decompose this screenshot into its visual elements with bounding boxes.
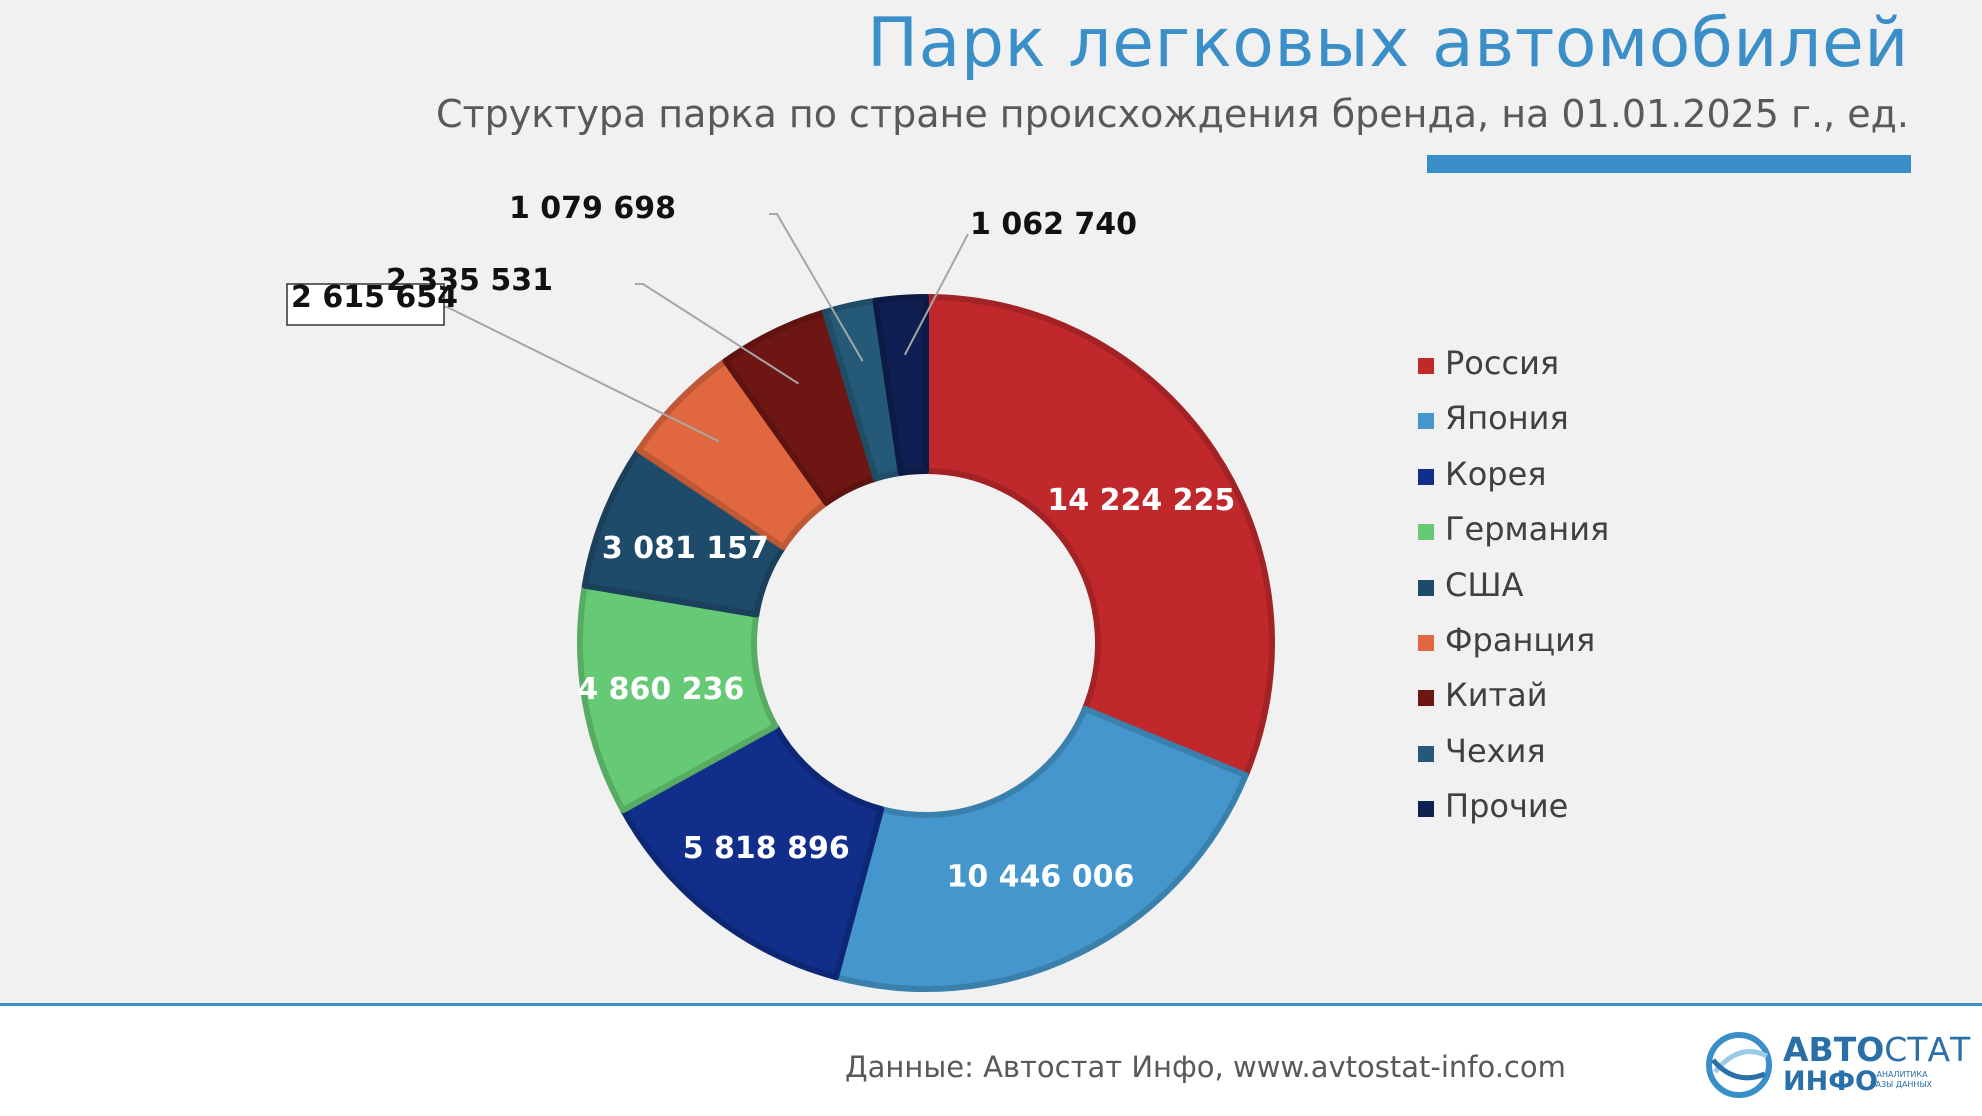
chart-title: Парк легковых автомобилей xyxy=(867,4,1909,83)
data-source: Данные: Автостат Инфо, www.avtostat-info… xyxy=(845,1050,1566,1084)
logo-tagline: ▸ АНАЛИТИКА БАЗЫ ДАННЫХ xyxy=(1870,1070,1932,1089)
leader-line-6 xyxy=(439,306,720,443)
legend-label: Франция xyxy=(1445,620,1596,659)
legend-label: Япония xyxy=(1445,399,1569,438)
logo-emblem-icon xyxy=(1706,1032,1772,1098)
legend-swatch xyxy=(1418,413,1434,430)
legend-swatch xyxy=(1418,801,1434,818)
data-labels: 14 224 225 10 446 006 5 818 896 4 860 236 3 … xyxy=(286,191,1235,894)
data-label-2: 10 446 006 xyxy=(946,859,1134,894)
legend-label: Китай xyxy=(1445,676,1548,715)
footer xyxy=(0,1006,1982,1116)
title-accent-bar xyxy=(1427,155,1911,173)
leader-line-8 xyxy=(769,213,864,362)
slice-3 xyxy=(620,723,885,981)
data-label-4: 4 860 236 xyxy=(577,672,744,707)
data-label-5: 3 081 157 xyxy=(602,531,769,566)
data-label-3: 5 818 896 xyxy=(683,831,850,866)
logo-text-bottom: ИНФО xyxy=(1783,1066,1878,1097)
chart-slices xyxy=(577,294,1275,992)
legend-label: США xyxy=(1445,565,1524,604)
data-label-1: 14 224 225 xyxy=(1047,483,1235,518)
autostat-logo: АВТОСТАТ ИНФО ▸ АНАЛИТИКА БАЗЫ ДАННЫХ xyxy=(1705,1030,1970,1100)
slice-1 xyxy=(923,294,1275,779)
legend-label: Россия xyxy=(1445,344,1560,382)
legend-swatch xyxy=(1418,358,1434,374)
legend-swatch xyxy=(1418,634,1434,651)
legend-swatch xyxy=(1418,579,1434,596)
chart-subtitle: Структура парка по стране происхождения … xyxy=(435,92,1909,136)
slice-2 xyxy=(832,705,1249,992)
data-label-6: 2 615 654 xyxy=(291,280,458,315)
legend-swatch xyxy=(1418,745,1434,762)
legend-label: Прочие xyxy=(1445,787,1569,826)
logo-text-top: АВТОСТАТ xyxy=(1783,1030,1971,1069)
data-label-9: 1 062 740 xyxy=(970,207,1137,242)
legend-swatch xyxy=(1418,468,1434,485)
data-label-8: 1 079 698 xyxy=(509,191,676,226)
legend-swatch xyxy=(1418,524,1434,541)
leader-line-7 xyxy=(635,283,800,385)
leader-line-9 xyxy=(903,233,969,356)
legend-label: Чехия xyxy=(1445,731,1546,770)
legend-swatch xyxy=(1418,690,1434,707)
legend-label: Германия xyxy=(1445,510,1610,549)
data-label-box-6 xyxy=(286,283,445,326)
data-label-7: 2 335 531 xyxy=(386,263,553,298)
slice-9 xyxy=(872,294,929,476)
legend-label: Корея xyxy=(1445,454,1547,493)
